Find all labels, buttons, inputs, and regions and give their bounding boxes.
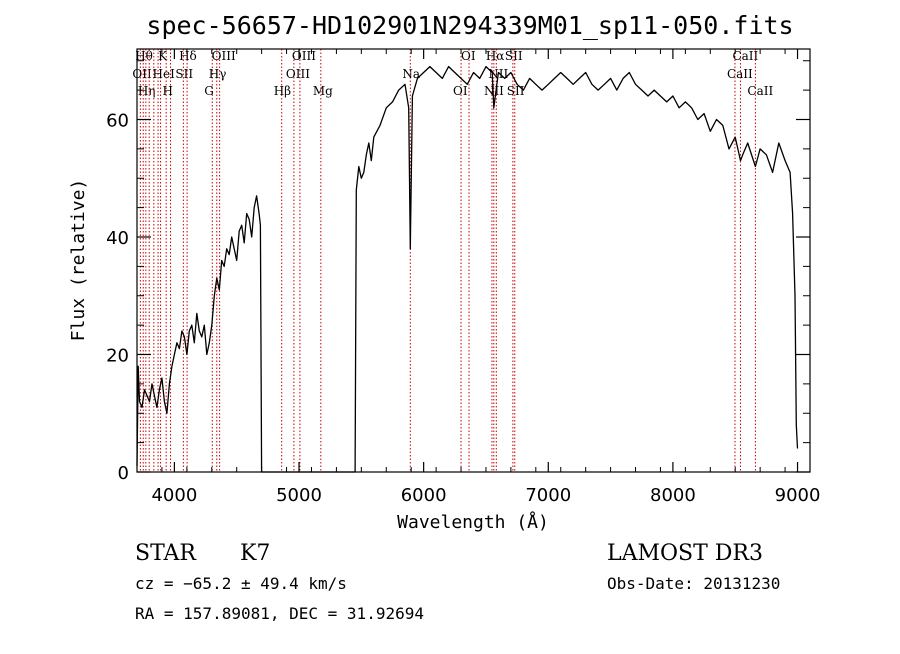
y-axis-label: Flux (relative) — [68, 179, 89, 342]
line-marker-label-27: CaII — [732, 49, 758, 63]
plot-frame — [136, 48, 811, 473]
y-tick-label-3: 60 — [106, 111, 129, 132]
line-marker-label-11: G — [204, 84, 214, 98]
x-tick-label-0: 4000 — [151, 485, 197, 506]
line-marker-label-15: OIII — [286, 67, 310, 81]
object-class: STAR — [135, 541, 197, 566]
survey-name: LAMOST DR3 — [607, 541, 763, 566]
line-marker-label-14: Hβ — [274, 84, 291, 98]
line-marker-label-12: Hγ — [209, 67, 227, 81]
line-marker-label-24: SII — [505, 49, 523, 63]
coordinates: RA = 157.89081, DEC = 31.92694 — [135, 604, 424, 623]
flux-line-0 — [136, 65, 799, 473]
redshift-velocity: cz = −65.2 ± 49.4 km/s — [135, 574, 347, 593]
x-tick-label-5: 9000 — [775, 485, 821, 506]
line-marker-label-19: OI — [453, 84, 468, 98]
line-marker-label-25: SII — [507, 84, 525, 98]
line-marker-label-17: Mg — [313, 84, 333, 98]
line-marker-label-10: Hδ — [179, 49, 197, 63]
y-tick-label-2: 40 — [106, 228, 129, 249]
line-marker-label-18: Na — [402, 67, 420, 81]
line-marker-label-28: CaII — [747, 84, 773, 98]
observation-date: Obs-Date: 20131230 — [607, 574, 780, 593]
x-tick-label-4: 8000 — [650, 485, 696, 506]
line-marker-label-2: Hη — [138, 84, 156, 98]
line-marker-label-6: HeI — [153, 67, 176, 81]
line-marker-label-20: OI — [461, 49, 476, 63]
y-tick-label-0: 0 — [118, 463, 129, 484]
x-tick-label-1: 5000 — [276, 485, 322, 506]
line-marker-label-1: Hθ — [135, 49, 153, 63]
object-subclass: K7 — [240, 541, 270, 566]
line-marker-label-22: Hα — [486, 49, 505, 63]
line-marker-label-16: OIII — [292, 49, 316, 63]
y-tick-label-1: 20 — [106, 346, 129, 367]
spectral-line-markers: OIIHθHηHeIKHSIIHδGHγOIIIHβOIIIOIIIMgNaOI… — [132, 49, 773, 472]
axes: 4000 5000 6000 7000 8000 9000 0 20 40 60 — [106, 49, 820, 506]
flux-series — [136, 65, 799, 473]
chart-title: spec-56657-HD102901N294339M01_sp11-050.f… — [146, 11, 793, 40]
x-tick-label-3: 7000 — [525, 485, 571, 506]
line-marker-label-8: H — [163, 84, 173, 98]
line-marker-label-13: OIII — [212, 49, 236, 63]
x-tick-label-2: 6000 — [401, 485, 447, 506]
line-marker-label-7: K — [158, 49, 168, 63]
line-marker-label-9: SII — [175, 67, 193, 81]
x-axis-label: Wavelength (Å) — [397, 511, 549, 533]
